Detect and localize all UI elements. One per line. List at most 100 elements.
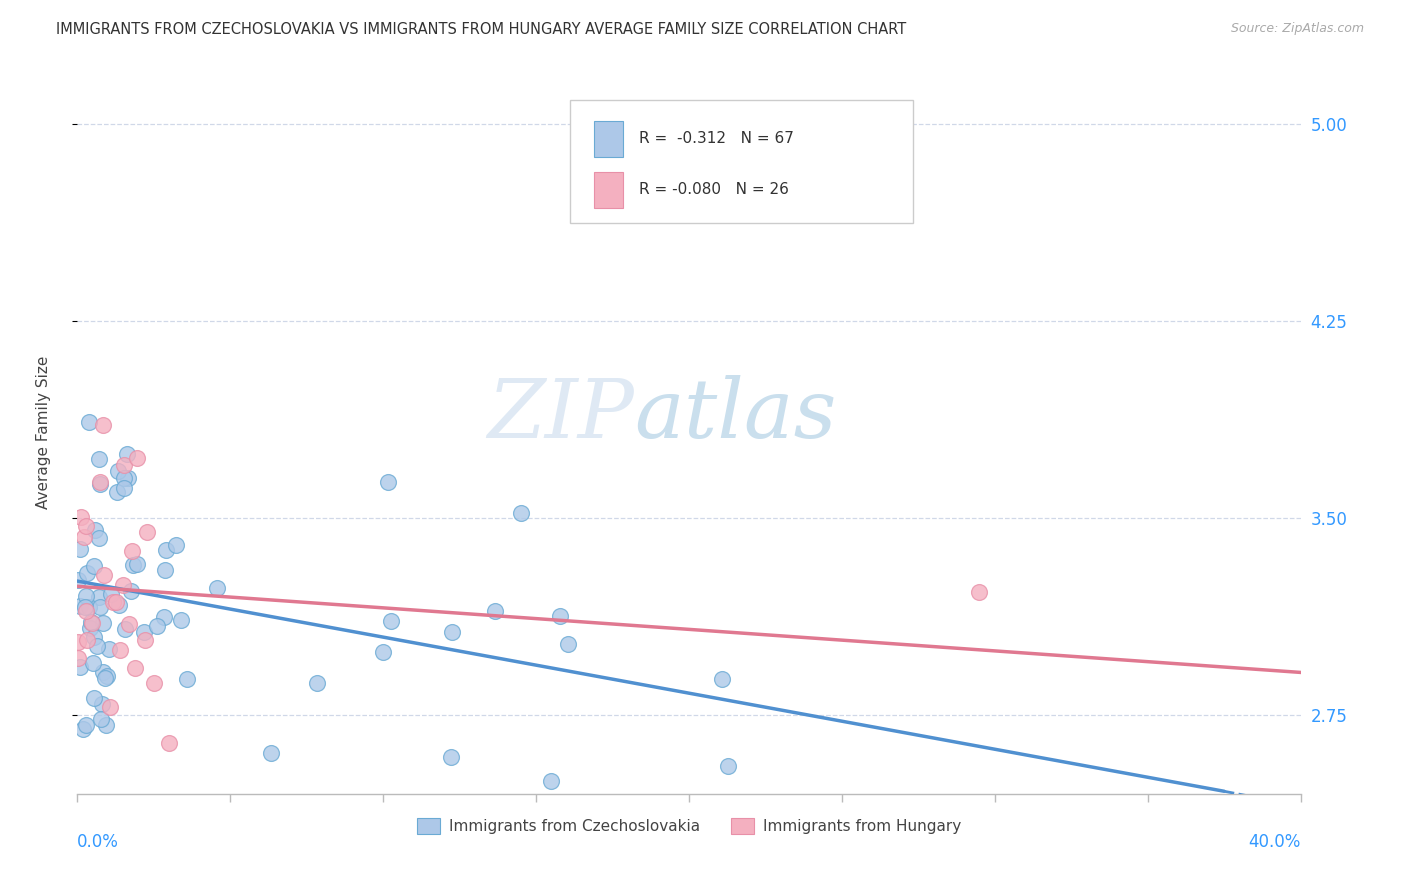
Text: R =  -0.312   N = 67: R = -0.312 N = 67 [638, 131, 793, 146]
Point [96, 669, 118, 683]
Point [105, 485, 128, 500]
Point [380, 614, 402, 628]
Point [79, 621, 101, 635]
Point [84, 523, 107, 537]
Point [125, 450, 148, 465]
Point [373, 645, 395, 659]
Point [89, 452, 111, 467]
Point [259, 747, 281, 761]
Point [122, 558, 145, 572]
Legend: Immigrants from Czechoslovakia, Immigrants from Hungary: Immigrants from Czechoslovakia, Immigran… [411, 813, 967, 840]
Point [548, 608, 571, 623]
Point [83, 559, 105, 574]
Point [717, 758, 740, 772]
Point [69, 542, 91, 557]
Point [69, 660, 91, 674]
Point [509, 506, 531, 520]
Point [112, 471, 135, 485]
Point [83, 691, 105, 706]
Text: Source: ZipAtlas.com: Source: ZipAtlas.com [1230, 22, 1364, 36]
Point [89, 599, 111, 614]
Point [89, 476, 111, 491]
Point [114, 622, 136, 636]
Point [132, 624, 155, 639]
Point [77, 600, 100, 615]
Point [90, 712, 112, 726]
Point [86, 640, 108, 654]
Point [83, 630, 105, 644]
Point [77, 415, 100, 429]
Point [91, 697, 114, 711]
Point [75, 519, 97, 533]
Point [155, 563, 177, 577]
Point [89, 531, 111, 545]
Point [80, 615, 103, 630]
Point [142, 676, 165, 690]
Point [107, 464, 129, 478]
Text: 40.0%: 40.0% [1249, 833, 1301, 851]
Point [440, 750, 463, 764]
Point [73, 599, 96, 614]
Point [72, 722, 94, 736]
Point [98, 700, 121, 714]
Point [711, 673, 734, 687]
Point [67, 573, 90, 587]
Text: 0.0%: 0.0% [77, 833, 120, 851]
Point [377, 475, 399, 489]
Text: atlas: atlas [634, 375, 837, 455]
Point [103, 595, 125, 609]
Point [969, 584, 991, 599]
Point [91, 417, 114, 432]
Y-axis label: Average Family Size: Average Family Size [37, 356, 51, 509]
Point [100, 587, 122, 601]
Text: IMMIGRANTS FROM CZECHOSLOVAKIA VS IMMIGRANTS FROM HUNGARY AVERAGE FAMILY SIZE CO: IMMIGRANTS FROM CZECHOSLOVAKIA VS IMMIGR… [56, 22, 907, 37]
Point [75, 589, 97, 603]
Point [305, 675, 328, 690]
Point [115, 447, 138, 461]
Point [108, 643, 131, 657]
Point [108, 598, 131, 612]
Point [153, 609, 176, 624]
Point [70, 510, 93, 524]
Point [91, 665, 114, 679]
Point [540, 773, 562, 788]
Point [136, 524, 159, 539]
Point [93, 568, 115, 582]
Point [73, 530, 96, 544]
Point [67, 651, 90, 665]
Point [97, 642, 120, 657]
Point [82, 656, 104, 670]
Point [89, 475, 111, 489]
Point [117, 471, 139, 485]
Point [165, 538, 187, 552]
FancyBboxPatch shape [593, 121, 623, 157]
Point [76, 566, 98, 581]
Point [105, 595, 128, 609]
FancyBboxPatch shape [571, 100, 912, 223]
Point [112, 458, 135, 472]
Point [207, 581, 229, 595]
Point [155, 543, 177, 558]
Point [121, 544, 143, 558]
Point [75, 718, 97, 732]
Point [120, 584, 142, 599]
Point [124, 660, 146, 674]
Point [111, 578, 134, 592]
Point [112, 481, 135, 495]
Point [75, 604, 97, 618]
Point [484, 604, 506, 618]
Point [118, 617, 141, 632]
Point [69, 599, 91, 614]
Point [134, 632, 156, 647]
Point [557, 637, 579, 651]
Text: R = -0.080   N = 26: R = -0.080 N = 26 [638, 182, 789, 197]
Point [125, 557, 148, 571]
Point [170, 613, 193, 627]
Point [176, 672, 198, 686]
Point [80, 616, 103, 631]
Point [145, 619, 167, 633]
Point [157, 736, 180, 750]
Point [93, 671, 115, 685]
FancyBboxPatch shape [593, 172, 623, 208]
Point [440, 625, 463, 640]
